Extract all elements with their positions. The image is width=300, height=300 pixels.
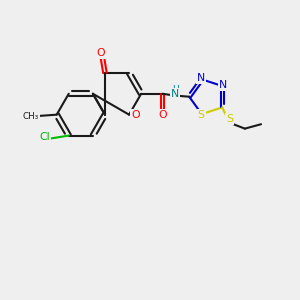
Text: N: N (219, 80, 227, 90)
Text: N: N (197, 73, 205, 83)
Text: N: N (171, 89, 179, 99)
Text: O: O (158, 110, 167, 120)
Text: S: S (198, 110, 205, 120)
Text: O: O (131, 110, 140, 120)
Text: H: H (172, 85, 178, 94)
Text: S: S (226, 114, 233, 124)
Text: CH₃: CH₃ (22, 112, 39, 121)
Text: O: O (96, 48, 105, 58)
Text: Cl: Cl (40, 132, 50, 142)
